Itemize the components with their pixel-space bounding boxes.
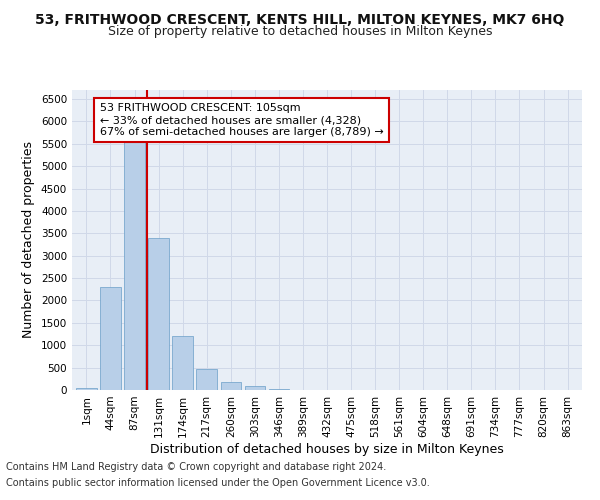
Bar — [269, 389, 289, 390]
Bar — [172, 336, 193, 390]
Bar — [76, 388, 97, 390]
Text: Size of property relative to detached houses in Milton Keynes: Size of property relative to detached ho… — [108, 25, 492, 38]
Bar — [196, 368, 217, 390]
X-axis label: Distribution of detached houses by size in Milton Keynes: Distribution of detached houses by size … — [150, 442, 504, 456]
Bar — [245, 386, 265, 390]
Bar — [100, 287, 121, 390]
Text: 53, FRITHWOOD CRESCENT, KENTS HILL, MILTON KEYNES, MK7 6HQ: 53, FRITHWOOD CRESCENT, KENTS HILL, MILT… — [35, 12, 565, 26]
Bar — [221, 382, 241, 390]
Bar — [124, 117, 145, 390]
Text: 53 FRITHWOOD CRESCENT: 105sqm
← 33% of detached houses are smaller (4,328)
67% o: 53 FRITHWOOD CRESCENT: 105sqm ← 33% of d… — [100, 104, 383, 136]
Y-axis label: Number of detached properties: Number of detached properties — [22, 142, 35, 338]
Bar — [148, 238, 169, 390]
Text: Contains HM Land Registry data © Crown copyright and database right 2024.: Contains HM Land Registry data © Crown c… — [6, 462, 386, 472]
Text: Contains public sector information licensed under the Open Government Licence v3: Contains public sector information licen… — [6, 478, 430, 488]
